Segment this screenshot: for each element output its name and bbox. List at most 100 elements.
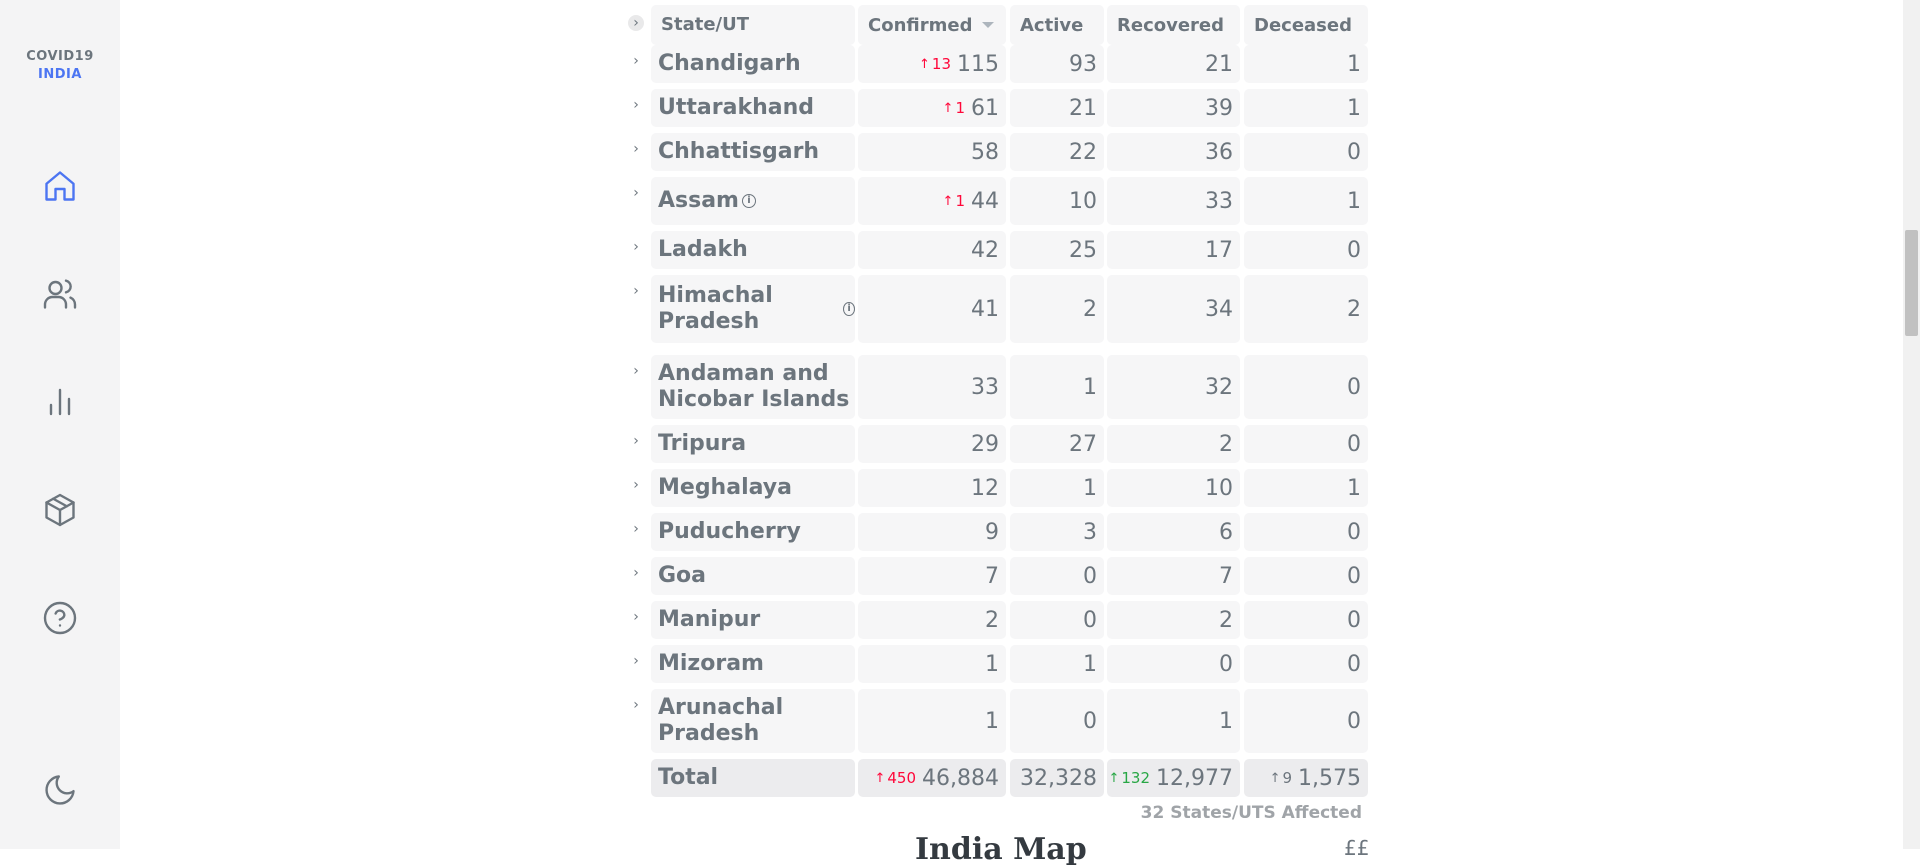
arrow-up-icon: ↑ xyxy=(942,100,954,116)
state-name: Himachal Pradesh i xyxy=(651,275,855,343)
header-active[interactable]: Active xyxy=(1010,5,1104,45)
confirmed-cell: 12 xyxy=(858,469,1006,507)
chevron-right-icon[interactable]: › xyxy=(633,97,639,113)
recovered-cell: 34 xyxy=(1107,275,1240,343)
table-row[interactable]: › Chhattisgarh 58 22 36 0 xyxy=(624,133,1368,171)
active-cell: 3 xyxy=(1010,513,1104,551)
table-row[interactable]: › Ladakh 42 25 17 0 xyxy=(624,231,1368,269)
bar-chart-icon[interactable] xyxy=(40,382,80,422)
table-total-row: Total ↑ 450 46,884 32,328 ↑ 132 12,977 ↑ 9 1,5… xyxy=(624,759,1368,797)
table-row[interactable]: › Assam i ↑ 1 44 10 33 1 xyxy=(624,177,1368,225)
state-name: Uttarakhand xyxy=(651,89,855,127)
state-name: Chandigarh xyxy=(651,45,855,83)
chevron-right-icon[interactable]: › xyxy=(633,283,639,299)
arrow-up-icon: ↑ xyxy=(1269,770,1281,786)
sidebar: COVID19 INDIA xyxy=(0,0,120,849)
chevron-right-icon[interactable]: › xyxy=(633,565,639,581)
confirmed-cell: 29 xyxy=(858,425,1006,463)
chevron-right-icon[interactable]: › xyxy=(633,653,639,669)
table-row[interactable]: › Chandigarh ↑ 13 115 93 21 1 xyxy=(624,45,1368,83)
confirmed-delta: ↑ 1 xyxy=(942,99,965,117)
table-row[interactable]: › Mizoram 1 1 0 0 xyxy=(624,645,1368,683)
chevron-right-icon[interactable]: › xyxy=(633,141,639,157)
deceased-cell: 1 xyxy=(1244,89,1368,127)
table-row[interactable]: › Tripura 29 27 2 0 xyxy=(624,425,1368,463)
box-icon[interactable] xyxy=(40,490,80,530)
confirmed-cell: ↑ 1 61 xyxy=(858,89,1006,127)
recovered-cell: 2 xyxy=(1107,601,1240,639)
chevron-right-icon[interactable]: › xyxy=(633,363,639,379)
state-name: Manipur xyxy=(651,601,855,639)
expand-all-icon[interactable]: › xyxy=(628,15,644,31)
deceased-cell: 0 xyxy=(1244,355,1368,419)
table-row[interactable]: › Himachal Pradesh i 41 2 34 2 xyxy=(624,275,1368,343)
state-name: Tripura xyxy=(651,425,855,463)
table-row[interactable]: › Andaman and Nicobar Islands 33 1 32 0 xyxy=(624,355,1368,419)
state-name: Puducherry xyxy=(651,513,855,551)
info-icon[interactable]: i xyxy=(843,302,855,316)
recovered-cell: 33 xyxy=(1107,177,1240,225)
info-icon[interactable]: i xyxy=(742,194,756,208)
moon-icon[interactable] xyxy=(40,770,80,810)
state-name: Andaman and Nicobar Islands xyxy=(651,355,855,419)
home-icon[interactable] xyxy=(40,166,80,206)
chevron-right-icon[interactable]: › xyxy=(633,185,639,201)
section-title: India Map xyxy=(915,832,1087,867)
recovered-cell: 39 xyxy=(1107,89,1240,127)
chevron-right-icon[interactable]: › xyxy=(633,609,639,625)
chevron-right-icon[interactable]: › xyxy=(633,53,639,69)
deceased-cell: 2 xyxy=(1244,275,1368,343)
active-cell: 25 xyxy=(1010,231,1104,269)
active-cell: 1 xyxy=(1010,645,1104,683)
scrollbar-thumb[interactable] xyxy=(1905,230,1918,336)
recovered-cell: 21 xyxy=(1107,45,1240,83)
vertical-scrollbar[interactable] xyxy=(1903,0,1920,849)
deceased-cell: 0 xyxy=(1244,689,1368,753)
state-name: Arunachal Pradesh xyxy=(651,689,855,753)
brand-line1: COVID19 xyxy=(26,49,94,64)
total-recovered: ↑ 132 12,977 xyxy=(1107,759,1240,797)
table-row[interactable]: › Meghalaya 12 1 10 1 xyxy=(624,469,1368,507)
header-deceased[interactable]: Deceased xyxy=(1244,5,1368,45)
confirmed-cell: 7 xyxy=(858,557,1006,595)
table-row[interactable]: › Uttarakhand ↑ 1 61 21 39 1 xyxy=(624,89,1368,127)
active-cell: 1 xyxy=(1010,355,1104,419)
deceased-cell: 0 xyxy=(1244,513,1368,551)
users-icon[interactable] xyxy=(40,274,80,314)
table-row[interactable]: › Goa 7 0 7 0 xyxy=(624,557,1368,595)
recovered-cell: 6 xyxy=(1107,513,1240,551)
chevron-right-icon[interactable]: › xyxy=(633,521,639,537)
active-cell: 22 xyxy=(1010,133,1104,171)
chevron-right-icon[interactable]: › xyxy=(633,433,639,449)
table-row[interactable]: › Puducherry 9 3 6 0 xyxy=(624,513,1368,551)
chevron-right-icon[interactable]: › xyxy=(633,239,639,255)
active-cell: 27 xyxy=(1010,425,1104,463)
help-icon[interactable] xyxy=(40,598,80,638)
confirmed-cell: ↑ 13 115 xyxy=(858,45,1006,83)
chevron-right-icon[interactable]: › xyxy=(633,477,639,493)
recovered-cell: 7 xyxy=(1107,557,1240,595)
active-cell: 0 xyxy=(1010,557,1104,595)
deceased-cell: 1 xyxy=(1244,177,1368,225)
confirmed-delta: ↑ 13 xyxy=(919,55,951,73)
state-name: Mizoram xyxy=(651,645,855,683)
chevron-right-icon[interactable]: › xyxy=(633,697,639,713)
table-row[interactable]: › Arunachal Pradesh 1 0 1 0 xyxy=(624,689,1368,753)
recovered-cell: 2 xyxy=(1107,425,1240,463)
active-cell: 0 xyxy=(1010,689,1104,753)
header-confirmed[interactable]: Confirmed xyxy=(858,5,1006,45)
confirmed-cell: 42 xyxy=(858,231,1006,269)
header-recovered[interactable]: Recovered xyxy=(1107,5,1240,45)
total-confirmed: ↑ 450 46,884 xyxy=(858,759,1006,797)
recovered-cell: 32 xyxy=(1107,355,1240,419)
header-state[interactable]: State/UT xyxy=(651,5,855,45)
state-name: Assam i xyxy=(651,177,855,225)
deceased-cell: 1 xyxy=(1244,45,1368,83)
table-row[interactable]: › Manipur 2 0 2 0 xyxy=(624,601,1368,639)
recovered-cell: 1 xyxy=(1107,689,1240,753)
brand-logo[interactable]: COVID19 INDIA xyxy=(0,48,120,84)
confirmed-cell: ↑ 1 44 xyxy=(858,177,1006,225)
recovered-delta: ↑ 132 xyxy=(1108,769,1151,787)
active-cell: 0 xyxy=(1010,601,1104,639)
confirmed-cell: 41 xyxy=(858,275,1006,343)
